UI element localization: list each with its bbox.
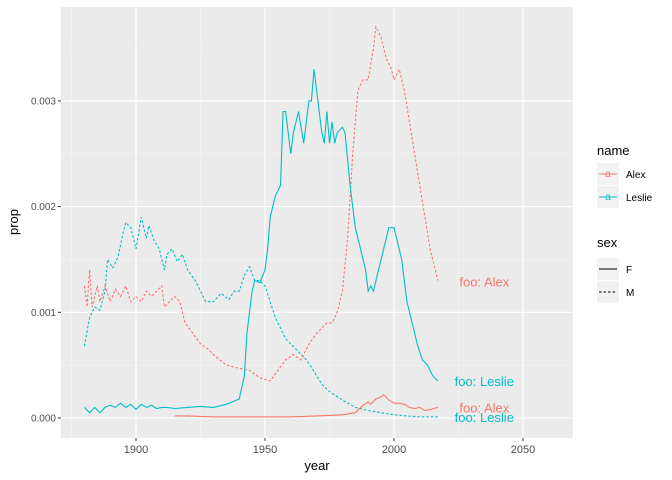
annotation-label: foo: Alex — [459, 275, 509, 290]
legend-label: Leslie — [626, 193, 653, 204]
legend-text-glyph-icon: a — [605, 169, 611, 180]
x-tick-label: 1900 — [124, 444, 148, 456]
annotation-label: foo: Leslie — [455, 410, 514, 425]
y-tick-label: 0.001 — [31, 308, 56, 319]
y-tick-label: 0.003 — [31, 96, 56, 107]
legend-title-sex: sex — [597, 235, 618, 250]
x-axis-title: year — [304, 458, 330, 473]
minor-gridlines — [61, 7, 573, 438]
x-tick-label: 2000 — [382, 444, 406, 456]
x-tick-label: 1950 — [253, 444, 277, 456]
series-line-alex-m — [83, 24, 439, 382]
y-tick-label: 0.002 — [31, 202, 56, 213]
series-line-leslie-f — [84, 69, 439, 414]
x-tick-label: 2050 — [511, 444, 535, 456]
legend-title-name: name — [597, 143, 630, 158]
annotation-label: foo: Leslie — [455, 374, 514, 389]
legend-label: F — [626, 265, 632, 276]
legend-text-glyph-icon: a — [605, 192, 611, 203]
legend: name a Alex a Leslie sex F M — [597, 143, 653, 303]
y-axis: 0.000 0.001 0.002 0.003 — [31, 96, 61, 425]
y-tick-label: 0.000 — [31, 414, 56, 425]
series-lines — [83, 24, 439, 418]
panel-background — [61, 7, 573, 438]
annotation-label: foo: Alex — [459, 400, 509, 415]
x-axis: 1900 1950 2000 2050 — [124, 438, 535, 456]
legend-label: M — [626, 288, 634, 299]
legend-label: Alex — [626, 170, 645, 181]
y-axis-title: prop — [6, 209, 21, 235]
series-line-alex-f — [174, 393, 439, 418]
